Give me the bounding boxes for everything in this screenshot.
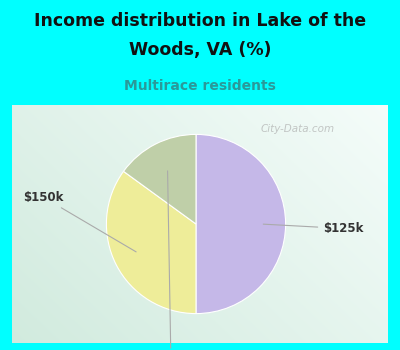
Text: Woods, VA (%): Woods, VA (%) xyxy=(129,41,271,60)
Wedge shape xyxy=(124,134,196,224)
Wedge shape xyxy=(196,134,286,314)
Text: Income distribution in Lake of the: Income distribution in Lake of the xyxy=(34,12,366,30)
Text: $125k: $125k xyxy=(263,222,364,235)
Wedge shape xyxy=(106,172,196,314)
Text: $40k: $40k xyxy=(155,171,187,350)
Text: $150k: $150k xyxy=(23,191,136,252)
Text: City-Data.com: City-Data.com xyxy=(261,124,335,134)
Text: Multirace residents: Multirace residents xyxy=(124,79,276,93)
